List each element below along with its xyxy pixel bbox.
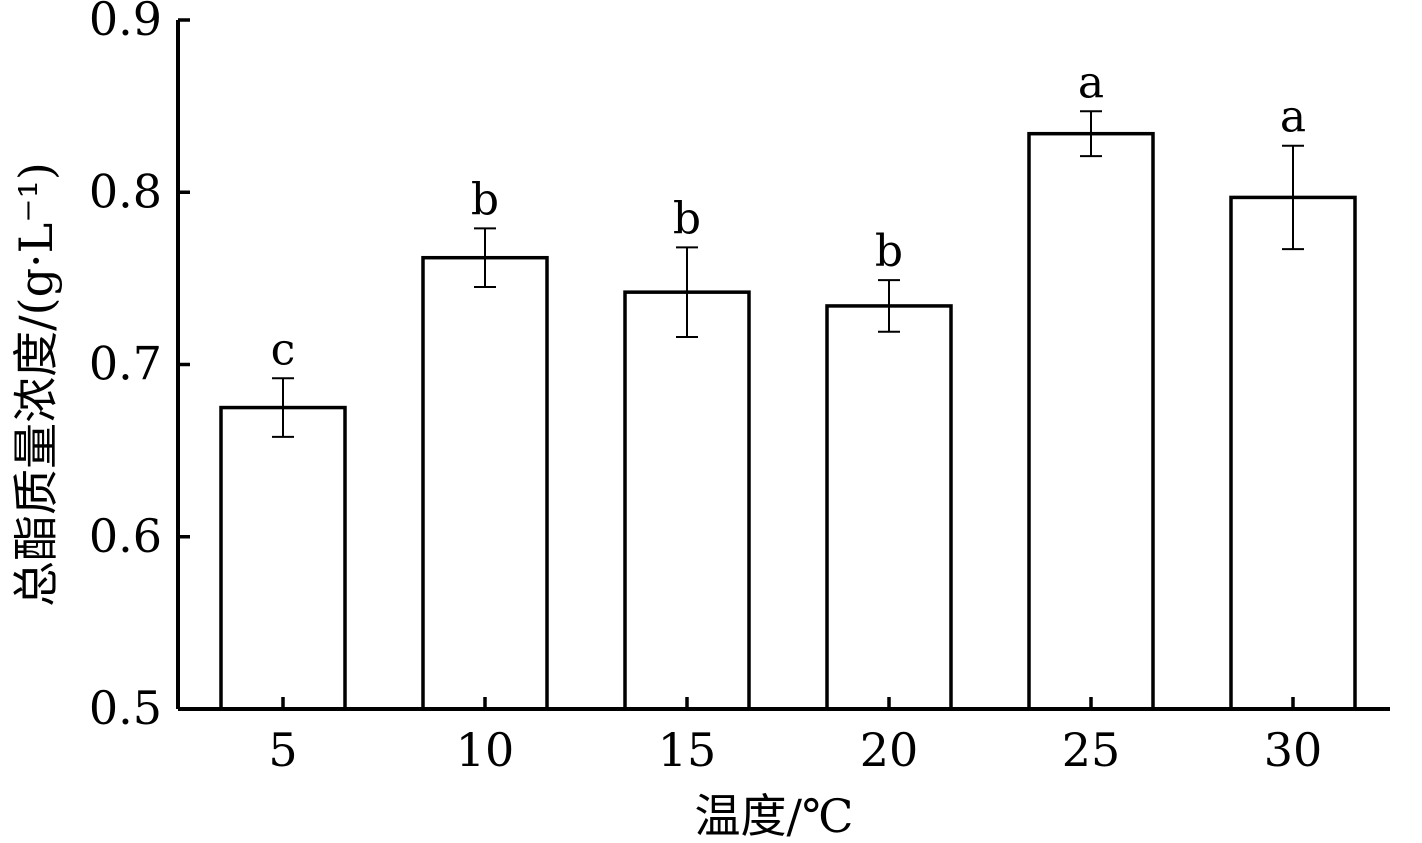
error-bars-layer [272, 110, 1304, 438]
significance-label: c [271, 324, 296, 375]
x-tick-label: 5 [268, 723, 297, 777]
bar [623, 290, 751, 711]
significance-label: a [1078, 57, 1104, 108]
x-ticks-layer: 5 10 15 20 25 30 [268, 697, 1322, 777]
bar [1229, 195, 1357, 711]
y-tick-label: 0.5 [89, 681, 162, 735]
y-tick-label: 0.6 [89, 509, 162, 563]
bars-layer [219, 131, 1357, 711]
axes-layer [176, 20, 1390, 711]
significance-label: b [471, 174, 499, 225]
significance-label: b [673, 193, 701, 244]
x-tick-label: 20 [860, 723, 919, 777]
y-tick-label: 0.9 [89, 0, 162, 46]
x-tick-label: 30 [1264, 723, 1323, 777]
y-tick-label: 0.8 [89, 164, 162, 218]
y-tick-label: 0.7 [89, 337, 162, 391]
y-axis-title: 总酯质量浓度/(g·L⁻¹) [9, 162, 63, 607]
bar [825, 304, 953, 711]
y-ticks-layer: 0.5 0.6 0.7 0.8 0.9 [89, 0, 190, 735]
x-tick-label: 10 [456, 723, 515, 777]
x-tick-label: 25 [1062, 723, 1121, 777]
x-axis-title: 温度/℃ [695, 789, 854, 843]
x-tick-label: 15 [658, 723, 717, 777]
bar [219, 405, 347, 711]
bar [421, 255, 549, 711]
significance-label: b [875, 226, 903, 277]
significance-label: a [1280, 92, 1306, 143]
bar [1027, 131, 1155, 711]
significance-labels-layer: c b b b a a [271, 57, 1306, 375]
